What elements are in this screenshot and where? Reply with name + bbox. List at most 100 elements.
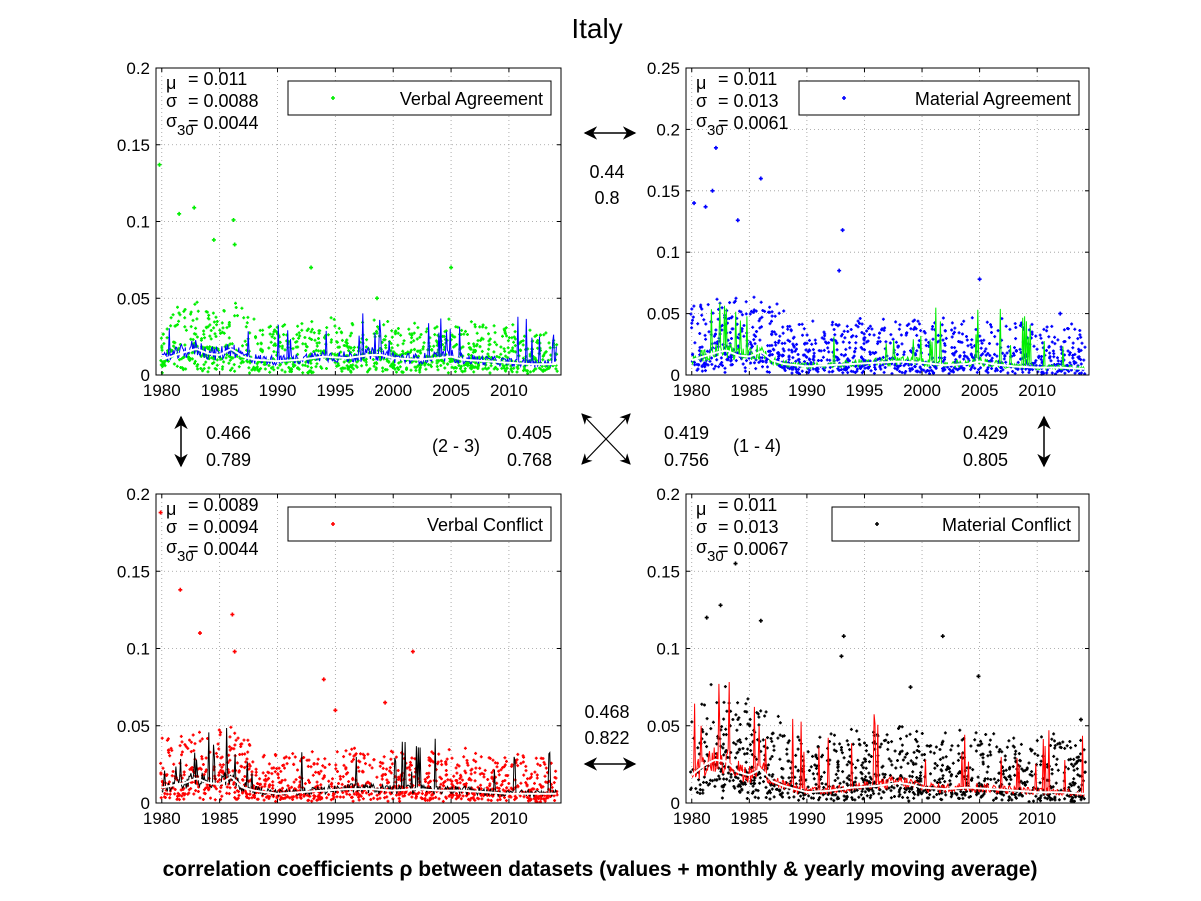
y-tick-label: 0 bbox=[141, 794, 150, 813]
scatter-outlier bbox=[692, 201, 697, 206]
corr-diag-2-3-second: 0.768 bbox=[507, 450, 552, 470]
yearly-moving-average bbox=[691, 758, 1085, 795]
scatter-outlier bbox=[157, 162, 162, 167]
scatter-outlier bbox=[231, 217, 236, 222]
monthly-moving-average bbox=[161, 727, 557, 799]
scatter-outlier bbox=[735, 218, 740, 223]
corr-bottom-second: 0.822 bbox=[584, 728, 629, 748]
legend-marker bbox=[875, 522, 879, 526]
x-tick-label: 1980 bbox=[673, 809, 711, 828]
corr-left-second: 0.789 bbox=[206, 450, 251, 470]
plot-area bbox=[156, 68, 561, 375]
stat-mu-label: μ bbox=[696, 499, 706, 519]
stat-mu-label: μ bbox=[166, 73, 176, 93]
stat-sigma30-value: = 0.0044 bbox=[188, 113, 259, 133]
scatter-outlier bbox=[197, 631, 202, 636]
y-tick-label: 0.2 bbox=[656, 485, 680, 504]
scatter-outlier bbox=[1078, 717, 1083, 722]
stat-sigma-value: = 0.013 bbox=[718, 91, 779, 111]
figure-title: Italy bbox=[571, 13, 622, 44]
scatter-outlier bbox=[158, 510, 163, 515]
x-tick-label: 1985 bbox=[730, 381, 768, 400]
scatter-outlier bbox=[718, 603, 723, 608]
y-tick-label: 0.1 bbox=[656, 640, 680, 659]
y-tick-label: 0.25 bbox=[647, 59, 680, 78]
monthly-moving-average bbox=[691, 681, 1085, 798]
yearly-moving-average bbox=[161, 347, 557, 366]
x-tick-label: 1985 bbox=[201, 381, 239, 400]
plot-area bbox=[156, 494, 561, 803]
y-tick-label: 0.05 bbox=[647, 305, 680, 324]
x-tick-label: 2005 bbox=[432, 381, 470, 400]
stat-sigma-label: σ bbox=[166, 91, 177, 111]
scatter-outlier bbox=[232, 242, 237, 247]
y-tick-label: 0.05 bbox=[117, 717, 150, 736]
x-tick-label: 2010 bbox=[1018, 809, 1056, 828]
scatter-outlier bbox=[321, 677, 326, 682]
y-tick-label: 0.15 bbox=[647, 562, 680, 581]
stat-sigma30-value: = 0.0067 bbox=[718, 539, 789, 559]
yearly-moving-average bbox=[161, 775, 557, 795]
scatter-outlier bbox=[192, 205, 197, 210]
y-tick-label: 0.05 bbox=[647, 717, 680, 736]
legend-box bbox=[831, 506, 1080, 542]
scatter-outlier bbox=[758, 176, 763, 181]
x-tick-label: 1995 bbox=[846, 809, 884, 828]
scatter-outlier bbox=[703, 204, 708, 209]
legend-marker bbox=[331, 96, 335, 100]
stat-sigma30-value: = 0.0044 bbox=[188, 539, 259, 559]
scatter-outlier bbox=[940, 634, 945, 639]
y-tick-label: 0.2 bbox=[126, 485, 150, 504]
corr-right-first: 0.429 bbox=[963, 423, 1008, 443]
y-tick-label: 0.1 bbox=[126, 640, 150, 659]
scatter-outlier bbox=[733, 561, 738, 566]
stat-sigma-label: σ bbox=[696, 517, 707, 537]
stat-sigma-value: = 0.0094 bbox=[188, 517, 259, 537]
stat-mu-value: = 0.011 bbox=[188, 69, 247, 89]
scatter-outlier bbox=[230, 612, 235, 617]
scatter-outlier bbox=[710, 188, 715, 193]
x-tick-label: 2000 bbox=[374, 381, 412, 400]
scatter-outlier bbox=[704, 615, 709, 620]
scatter-outlier bbox=[375, 296, 380, 301]
scatter-outlier bbox=[211, 237, 216, 242]
x-tick-label: 2000 bbox=[903, 809, 941, 828]
x-tick-label: 2010 bbox=[1018, 381, 1056, 400]
stat-mu-label: μ bbox=[696, 73, 706, 93]
stat-mu-value: = 0.011 bbox=[718, 495, 777, 515]
legend-label: Material Conflict bbox=[942, 515, 1071, 535]
scatter-outlier bbox=[839, 654, 844, 659]
legend-label: Verbal Conflict bbox=[427, 515, 543, 535]
x-tick-label: 1985 bbox=[201, 809, 239, 828]
scatter-outlier bbox=[309, 265, 314, 270]
legend-label: Verbal Agreement bbox=[400, 89, 543, 109]
y-tick-label: 0.1 bbox=[126, 213, 150, 232]
stat-sigma30-subscript: 30 bbox=[707, 548, 724, 565]
stat-mu-label: μ bbox=[166, 499, 176, 519]
scatter-outlier bbox=[977, 277, 982, 282]
arrow-diagonal-1-4 bbox=[581, 413, 631, 465]
scatter-outlier bbox=[976, 674, 981, 679]
stat-sigma30-label: σ bbox=[696, 537, 707, 557]
stat-sigma30-subscript: 30 bbox=[707, 122, 724, 139]
stat-sigma30-label: σ bbox=[166, 111, 177, 131]
x-tick-label: 2010 bbox=[490, 809, 528, 828]
yearly-moving-average bbox=[691, 349, 1085, 370]
legend-marker bbox=[842, 96, 846, 100]
monthly-moving-average bbox=[691, 302, 1085, 371]
panel-material-conflict: 1980 1985 1990 1995 2000 2005 2010 0 0.05 0.1 0.15… bbox=[647, 485, 1090, 828]
legend-marker bbox=[331, 522, 335, 526]
x-tick-label: 2005 bbox=[432, 809, 470, 828]
stat-mu-value: = 0.011 bbox=[718, 69, 777, 89]
stat-sigma30-value: = 0.0061 bbox=[718, 113, 789, 133]
y-tick-label: 0 bbox=[671, 366, 680, 385]
x-tick-label: 1990 bbox=[259, 809, 297, 828]
x-tick-label: 2010 bbox=[490, 381, 528, 400]
scatter-outlier bbox=[333, 708, 338, 713]
scatter-outlier bbox=[841, 634, 846, 639]
y-tick-label: 0.15 bbox=[647, 182, 680, 201]
panel-verbal-agreement: 1980 1985 1990 1995 2000 2005 2010 0 0.05 0.1 0.15… bbox=[117, 59, 562, 400]
figure-caption: correlation coefficients ρ between datas… bbox=[163, 858, 1038, 881]
y-tick-label: 0.15 bbox=[117, 562, 150, 581]
stat-sigma-value: = 0.0088 bbox=[188, 91, 259, 111]
